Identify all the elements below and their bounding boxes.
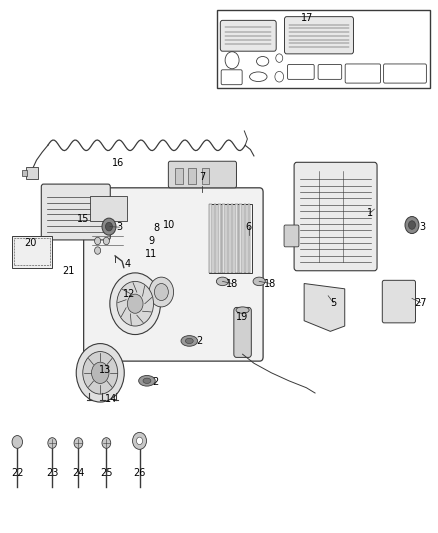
Circle shape xyxy=(110,273,160,335)
Text: 1: 1 xyxy=(367,208,373,219)
Text: 24: 24 xyxy=(72,468,85,478)
Circle shape xyxy=(12,435,22,448)
FancyBboxPatch shape xyxy=(294,163,377,271)
Bar xyxy=(175,167,183,183)
Text: 22: 22 xyxy=(11,468,24,478)
Circle shape xyxy=(106,222,113,231)
Text: 3: 3 xyxy=(419,222,425,232)
Bar xyxy=(214,204,216,273)
Bar xyxy=(90,196,127,221)
Text: 19: 19 xyxy=(236,312,248,322)
Bar xyxy=(26,167,38,179)
Circle shape xyxy=(95,247,101,254)
Ellipse shape xyxy=(181,336,198,346)
Polygon shape xyxy=(304,284,345,332)
FancyBboxPatch shape xyxy=(168,161,237,188)
Text: 7: 7 xyxy=(199,172,205,182)
Bar xyxy=(244,204,246,273)
Text: 20: 20 xyxy=(24,238,36,247)
Circle shape xyxy=(48,438,57,448)
Text: 27: 27 xyxy=(414,297,427,308)
Text: 9: 9 xyxy=(148,236,154,246)
FancyBboxPatch shape xyxy=(284,225,299,247)
Text: 21: 21 xyxy=(62,266,74,276)
Text: 16: 16 xyxy=(112,158,124,168)
Text: 3: 3 xyxy=(117,222,123,232)
FancyBboxPatch shape xyxy=(382,280,416,323)
Circle shape xyxy=(137,437,143,445)
Text: 4: 4 xyxy=(124,259,131,269)
Ellipse shape xyxy=(216,277,229,286)
Bar xyxy=(231,204,233,273)
Circle shape xyxy=(102,218,116,235)
Text: 23: 23 xyxy=(46,468,58,478)
Text: 15: 15 xyxy=(77,214,89,224)
Circle shape xyxy=(83,352,118,394)
Circle shape xyxy=(102,438,111,448)
Text: 18: 18 xyxy=(226,279,238,288)
Ellipse shape xyxy=(139,375,155,386)
Circle shape xyxy=(405,216,419,233)
Bar xyxy=(14,238,49,265)
Text: 2: 2 xyxy=(152,377,159,387)
Text: 14: 14 xyxy=(105,394,117,405)
Bar xyxy=(201,167,209,183)
Bar xyxy=(21,169,27,176)
Circle shape xyxy=(74,438,83,448)
Circle shape xyxy=(92,362,109,383)
Bar xyxy=(226,204,229,273)
Text: 26: 26 xyxy=(133,468,146,478)
Bar xyxy=(235,204,238,273)
Bar xyxy=(188,167,196,183)
Ellipse shape xyxy=(236,307,249,313)
Ellipse shape xyxy=(143,378,151,383)
Text: 25: 25 xyxy=(100,468,113,478)
Text: 11: 11 xyxy=(145,249,157,259)
Text: 2: 2 xyxy=(196,336,202,346)
Circle shape xyxy=(117,281,153,326)
Bar xyxy=(209,204,252,273)
Text: 17: 17 xyxy=(301,13,313,23)
Text: 18: 18 xyxy=(265,279,277,288)
Bar xyxy=(217,10,430,88)
Bar xyxy=(248,204,251,273)
Text: 5: 5 xyxy=(330,297,336,308)
FancyBboxPatch shape xyxy=(234,308,251,358)
Circle shape xyxy=(409,221,416,229)
Bar xyxy=(239,204,242,273)
Circle shape xyxy=(95,237,101,245)
Circle shape xyxy=(103,237,110,245)
Text: 12: 12 xyxy=(124,289,136,299)
Bar xyxy=(218,204,220,273)
Text: 13: 13 xyxy=(99,365,111,375)
Text: 10: 10 xyxy=(162,220,175,230)
FancyBboxPatch shape xyxy=(220,20,276,51)
FancyBboxPatch shape xyxy=(285,17,353,54)
Bar xyxy=(12,236,52,268)
Circle shape xyxy=(133,432,147,449)
Bar xyxy=(209,204,212,273)
Text: 8: 8 xyxy=(153,223,159,233)
Ellipse shape xyxy=(253,277,265,286)
Circle shape xyxy=(127,294,143,313)
Circle shape xyxy=(76,344,124,402)
Bar xyxy=(222,204,225,273)
Circle shape xyxy=(154,284,168,301)
Circle shape xyxy=(149,277,173,307)
FancyBboxPatch shape xyxy=(41,184,110,240)
Ellipse shape xyxy=(185,338,193,344)
FancyBboxPatch shape xyxy=(84,188,263,361)
Text: 6: 6 xyxy=(246,222,252,232)
